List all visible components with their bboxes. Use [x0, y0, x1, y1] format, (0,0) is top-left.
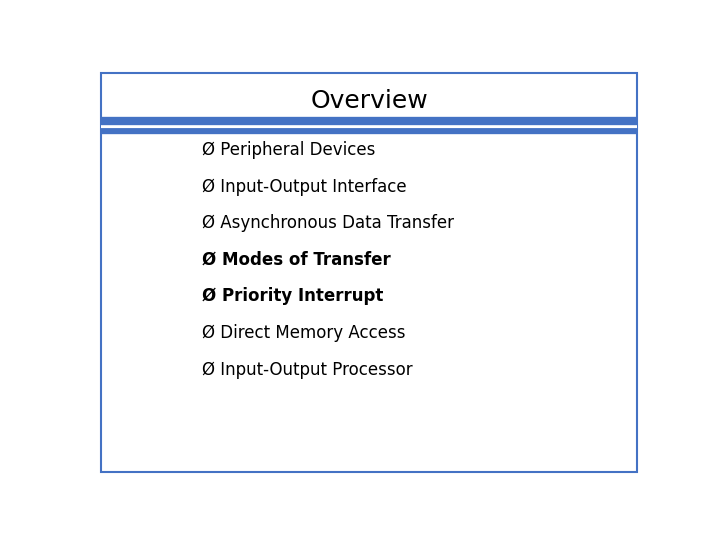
Text: Ø Peripheral Devices: Ø Peripheral Devices: [202, 141, 375, 159]
Text: Ø Priority Interrupt: Ø Priority Interrupt: [202, 287, 383, 306]
Text: Ø Input-Output Interface: Ø Input-Output Interface: [202, 178, 406, 195]
Text: Ø Asynchronous Data Transfer: Ø Asynchronous Data Transfer: [202, 214, 454, 232]
Text: Overview: Overview: [310, 89, 428, 113]
Text: Ø Modes of Transfer: Ø Modes of Transfer: [202, 251, 390, 269]
Text: Ø Input-Output Processor: Ø Input-Output Processor: [202, 361, 413, 379]
FancyBboxPatch shape: [101, 73, 637, 472]
Text: Ø Direct Memory Access: Ø Direct Memory Access: [202, 324, 405, 342]
